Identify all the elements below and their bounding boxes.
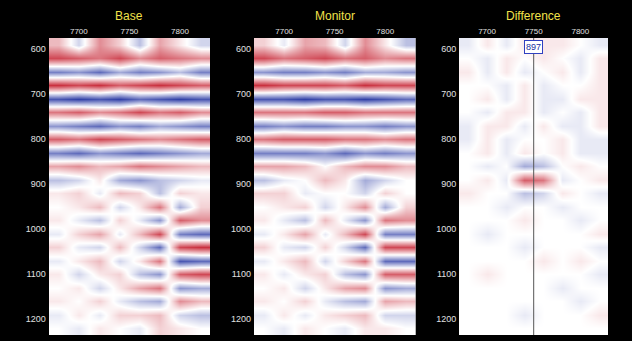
svg-text:Base: Base — [115, 9, 143, 23]
svg-text:897: 897 — [526, 42, 541, 52]
svg-text:800: 800 — [31, 134, 46, 144]
svg-text:700: 700 — [31, 89, 46, 99]
svg-text:1100: 1100 — [232, 269, 251, 279]
svg-text:600: 600 — [31, 44, 46, 54]
svg-text:1000: 1000 — [26, 224, 46, 234]
svg-text:7800: 7800 — [376, 27, 394, 36]
svg-text:600: 600 — [236, 44, 251, 54]
svg-text:Difference: Difference — [506, 9, 561, 23]
svg-text:7800: 7800 — [571, 27, 589, 36]
svg-text:800: 800 — [441, 134, 456, 144]
svg-text:Monitor: Monitor — [315, 9, 355, 23]
svg-text:900: 900 — [31, 179, 46, 189]
svg-text:1000: 1000 — [436, 224, 456, 234]
svg-text:7800: 7800 — [171, 27, 189, 36]
svg-text:7700: 7700 — [478, 27, 496, 36]
svg-text:7700: 7700 — [275, 27, 293, 36]
svg-text:7750: 7750 — [121, 27, 139, 36]
svg-text:1200: 1200 — [26, 314, 46, 324]
svg-text:900: 900 — [236, 179, 251, 189]
svg-text:1100: 1100 — [437, 269, 456, 279]
svg-text:700: 700 — [236, 89, 251, 99]
svg-text:1200: 1200 — [436, 314, 456, 324]
svg-text:1000: 1000 — [231, 224, 251, 234]
svg-text:700: 700 — [441, 89, 456, 99]
svg-text:1100: 1100 — [26, 269, 45, 279]
svg-text:7700: 7700 — [70, 27, 88, 36]
svg-text:1200: 1200 — [231, 314, 251, 324]
svg-text:900: 900 — [441, 179, 456, 189]
svg-text:800: 800 — [236, 134, 251, 144]
svg-text:7750: 7750 — [525, 27, 543, 36]
svg-text:7750: 7750 — [326, 27, 344, 36]
svg-text:600: 600 — [441, 44, 456, 54]
